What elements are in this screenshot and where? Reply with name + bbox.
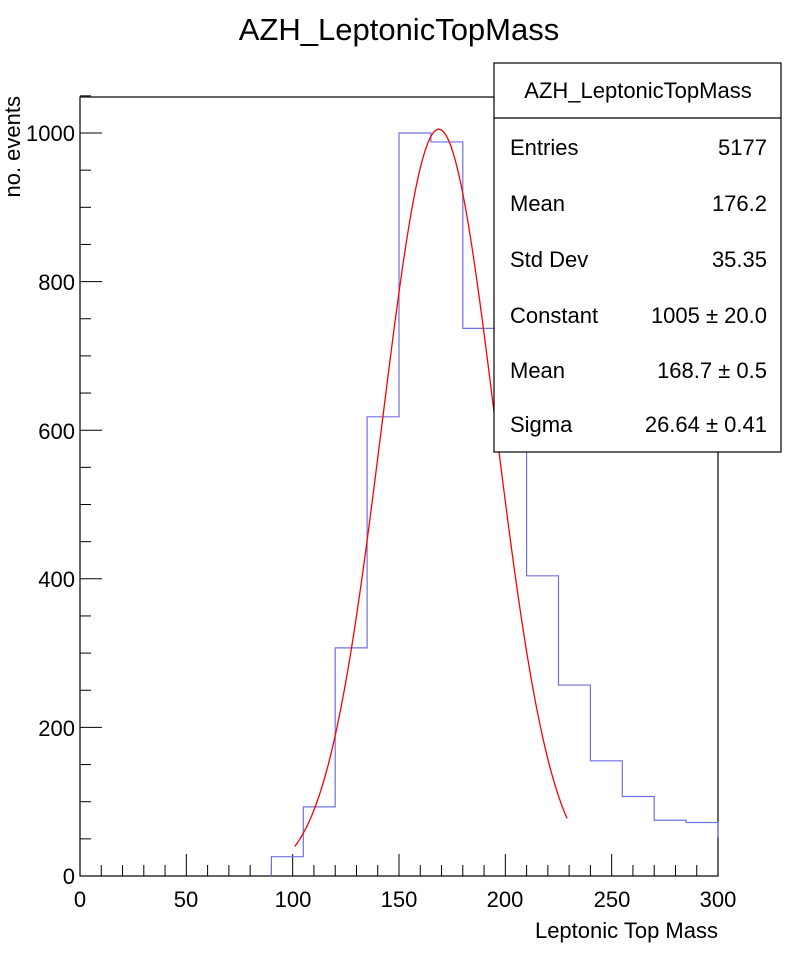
- y-tick-label: 400: [38, 567, 75, 592]
- stat-value-entries: 5177: [718, 135, 767, 160]
- y-axis-tick-labels: 0 200 400 600 800 1000: [26, 121, 75, 889]
- stat-label-fit-mean: Mean: [510, 358, 565, 383]
- stats-box-frame: [493, 62, 782, 453]
- x-tick-label: 0: [74, 887, 86, 912]
- y-tick-label: 1000: [26, 121, 75, 146]
- stats-box: AZH_LeptonicTopMass Entries 5177 Mean 17…: [493, 62, 782, 453]
- x-axis-tick-labels: 0 50 100 150 200 250 300: [74, 887, 736, 912]
- stat-value-mean: 176.2: [712, 191, 767, 216]
- histogram-bin: [335, 648, 367, 876]
- histogram-bin: [590, 761, 622, 876]
- stat-label-mean: Mean: [510, 191, 565, 216]
- chart-title: AZH_LeptonicTopMass: [239, 12, 560, 47]
- x-tick-label: 200: [487, 887, 524, 912]
- y-tick-label: 800: [38, 270, 75, 295]
- y-tick-label: 200: [38, 716, 75, 741]
- stat-value-fit-constant: 1005 ± 20.0: [651, 303, 767, 328]
- stats-box-title: AZH_LeptonicTopMass: [524, 78, 751, 103]
- x-axis-ticks: [79, 854, 719, 876]
- x-tick-label: 150: [381, 887, 418, 912]
- stat-value-fit-mean: 168.7 ± 0.5: [657, 358, 767, 383]
- stat-label-stddev: Std Dev: [510, 247, 588, 272]
- histogram-bin: [463, 328, 495, 876]
- histogram-bin: [367, 417, 399, 876]
- y-tick-label: 600: [38, 419, 75, 444]
- x-tick-label: 50: [174, 887, 198, 912]
- stat-value-fit-sigma: 26.64 ± 0.41: [645, 412, 767, 437]
- x-tick-label: 250: [594, 887, 631, 912]
- histogram-bin: [559, 685, 591, 876]
- y-axis-ticks: [80, 95, 102, 877]
- y-axis-title: no. events: [0, 96, 25, 198]
- stat-value-stddev: 35.35: [712, 247, 767, 272]
- stat-label-fit-sigma: Sigma: [510, 412, 573, 437]
- y-tick-label: 0: [63, 864, 75, 889]
- histogram-bin: [654, 820, 686, 876]
- x-tick-label: 100: [275, 887, 312, 912]
- stat-label-fit-constant: Constant: [510, 303, 598, 328]
- gaussian-fit-curve: [294, 128, 568, 847]
- histogram-bin: [271, 857, 303, 876]
- histogram-bin: [431, 142, 463, 876]
- histogram-bin: [686, 823, 718, 876]
- stat-label-entries: Entries: [510, 135, 578, 160]
- x-axis-title: Leptonic Top Mass: [535, 918, 718, 943]
- histogram-bin: [622, 796, 654, 876]
- histogram-bin: [399, 133, 431, 876]
- histogram-bin: [303, 807, 335, 876]
- x-tick-label: 300: [700, 887, 737, 912]
- histogram-bin: [527, 576, 559, 876]
